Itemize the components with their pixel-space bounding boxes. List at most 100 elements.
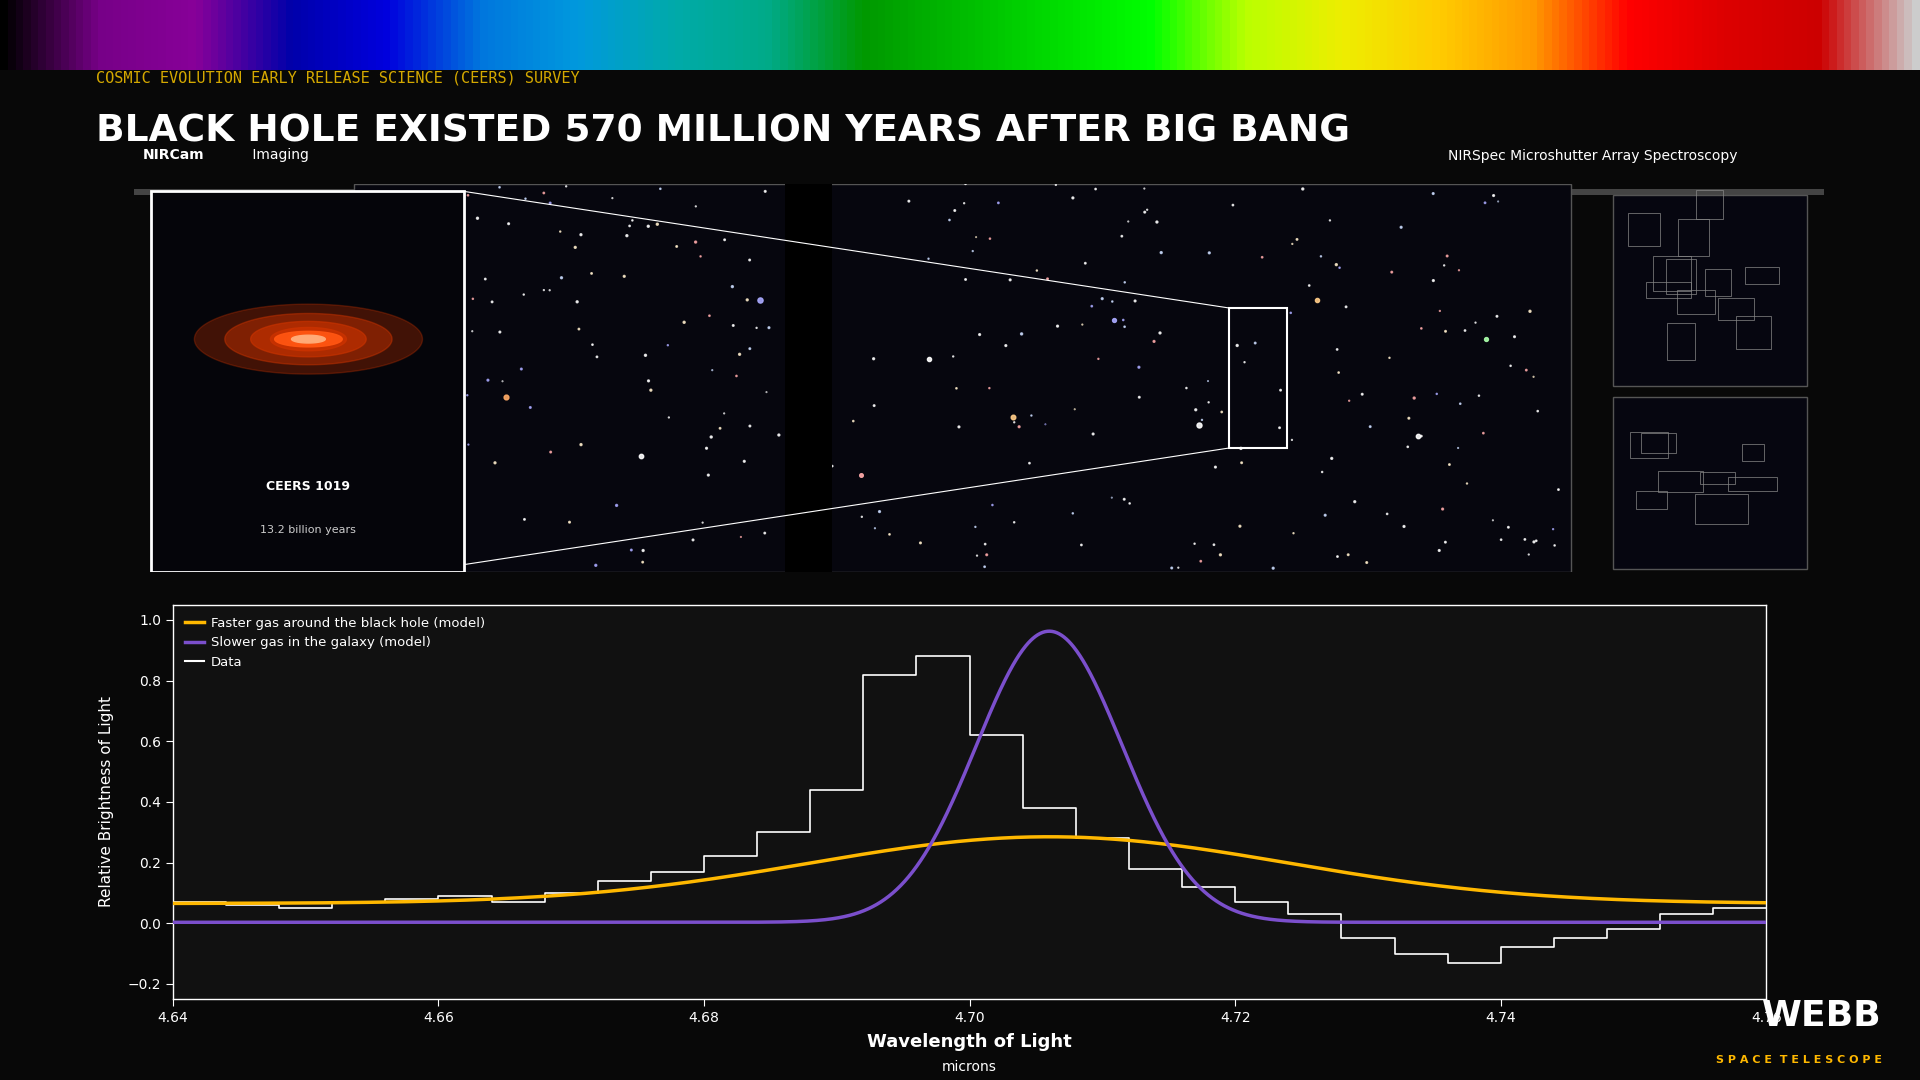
Point xyxy=(1521,532,1551,550)
Point xyxy=(1515,302,1546,320)
Point xyxy=(1110,273,1140,291)
Point xyxy=(1450,322,1480,339)
Point xyxy=(1004,418,1035,435)
Point xyxy=(950,175,981,192)
Point xyxy=(1432,247,1463,265)
Point xyxy=(722,367,753,384)
Point xyxy=(1066,537,1096,554)
Point xyxy=(693,467,724,484)
Point xyxy=(678,531,708,549)
Point xyxy=(1200,459,1231,476)
Point xyxy=(645,180,676,198)
Point xyxy=(1131,201,1162,218)
Point xyxy=(1434,456,1465,473)
Point xyxy=(1500,328,1530,346)
Point xyxy=(983,194,1014,212)
Point xyxy=(566,226,597,243)
Point xyxy=(1325,259,1356,276)
Point xyxy=(470,270,501,287)
Point xyxy=(695,429,726,446)
Point xyxy=(536,444,566,461)
Point xyxy=(1123,359,1154,376)
Point xyxy=(634,373,664,390)
Point xyxy=(795,373,826,390)
Point xyxy=(515,399,545,416)
Point xyxy=(1331,298,1361,315)
Point xyxy=(371,272,401,289)
Point xyxy=(1258,559,1288,577)
Point xyxy=(1302,292,1332,309)
Point xyxy=(1265,381,1296,399)
Point xyxy=(687,514,718,531)
Point xyxy=(545,222,576,240)
Point xyxy=(914,350,945,367)
Point xyxy=(1421,386,1452,403)
Point xyxy=(958,242,989,259)
Point xyxy=(718,316,749,334)
Point xyxy=(751,383,781,401)
Point xyxy=(616,541,647,558)
Point xyxy=(1068,316,1098,334)
FancyBboxPatch shape xyxy=(1613,195,1807,386)
Point xyxy=(1229,353,1260,370)
Text: COSMIC EVOLUTION EARLY RELEASE SCIENCE (CEERS) SURVEY: COSMIC EVOLUTION EARLY RELEASE SCIENCE (… xyxy=(96,70,580,85)
Point xyxy=(545,269,576,286)
Point xyxy=(628,542,659,559)
Point xyxy=(432,528,463,545)
Point xyxy=(349,500,380,517)
Point xyxy=(808,349,839,366)
Point xyxy=(1315,212,1346,229)
Y-axis label: Relative Brightness of Light: Relative Brightness of Light xyxy=(98,697,113,907)
Point xyxy=(1377,264,1407,281)
Polygon shape xyxy=(252,322,367,356)
Point xyxy=(380,497,411,514)
Point xyxy=(628,554,659,571)
Point xyxy=(998,408,1029,426)
Point xyxy=(904,535,935,552)
Point xyxy=(772,352,803,369)
Point xyxy=(837,413,868,430)
Point xyxy=(419,558,449,576)
Point xyxy=(1114,495,1144,512)
Point xyxy=(453,436,484,454)
Point xyxy=(376,510,407,527)
Point xyxy=(1129,180,1160,198)
Point xyxy=(480,455,511,472)
Point xyxy=(1523,403,1553,420)
Point xyxy=(1185,553,1215,570)
Point xyxy=(1277,431,1308,448)
Point xyxy=(1332,546,1363,564)
Point xyxy=(1405,428,1436,445)
Point xyxy=(1206,546,1236,564)
Point xyxy=(476,294,507,311)
Point xyxy=(609,268,639,285)
Point xyxy=(614,217,645,234)
Point xyxy=(691,440,722,457)
Point xyxy=(1486,531,1517,549)
Point xyxy=(1087,291,1117,308)
Point xyxy=(1206,403,1236,420)
Point xyxy=(528,282,559,299)
Point xyxy=(382,471,413,488)
Polygon shape xyxy=(194,305,422,374)
Point xyxy=(376,524,407,541)
Point xyxy=(630,347,660,364)
Point xyxy=(1183,416,1213,433)
Point xyxy=(1538,521,1569,538)
Point xyxy=(1106,228,1137,245)
Point xyxy=(1323,548,1354,565)
Point xyxy=(507,361,538,378)
Point xyxy=(561,239,591,256)
Point xyxy=(935,212,966,229)
Point xyxy=(960,229,991,246)
Point xyxy=(1469,424,1500,442)
Point xyxy=(488,373,518,390)
Point xyxy=(582,348,612,365)
Point xyxy=(1098,311,1129,328)
Point xyxy=(864,503,895,521)
Point xyxy=(401,418,432,435)
Point xyxy=(1386,218,1417,235)
Point xyxy=(1430,534,1461,551)
Point xyxy=(1452,475,1482,492)
Point xyxy=(1469,194,1500,212)
